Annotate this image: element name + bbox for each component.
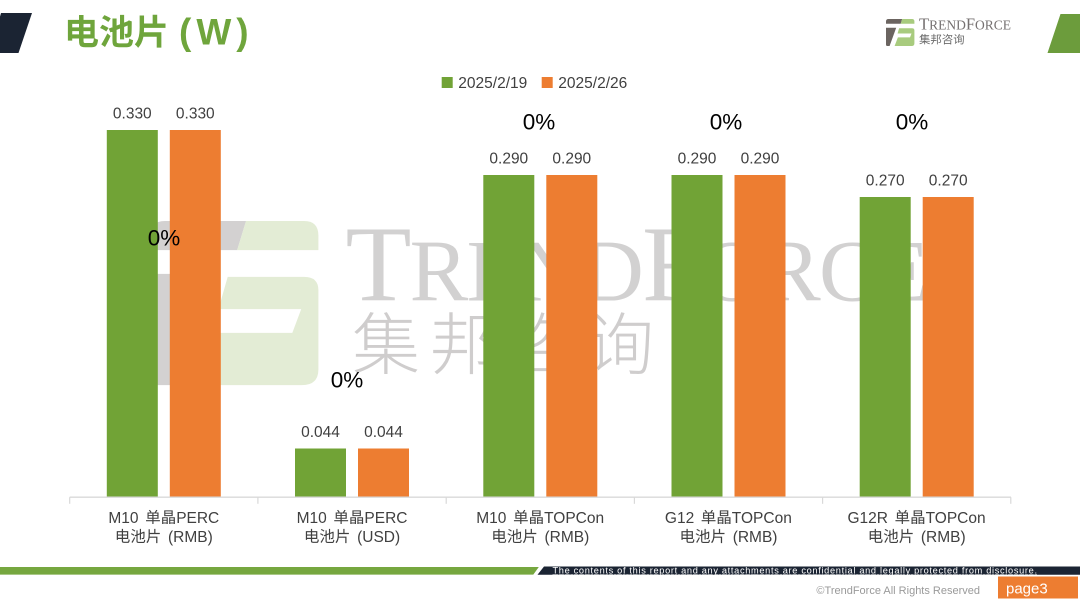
svg-text:(W): (W) <box>179 12 254 53</box>
svg-text:TOPCon: TOPCon <box>926 510 986 527</box>
svg-text:(RMB): (RMB) <box>168 529 213 546</box>
svg-text:0.330: 0.330 <box>176 106 215 123</box>
svg-text:0.290: 0.290 <box>678 151 717 168</box>
svg-text:0%: 0% <box>523 110 556 135</box>
svg-text:page3: page3 <box>1006 581 1048 598</box>
svg-text:0.290: 0.290 <box>741 151 780 168</box>
svg-text:0%: 0% <box>710 110 743 135</box>
svg-text:(RMB): (RMB) <box>733 529 778 546</box>
svg-text:0.270: 0.270 <box>929 173 968 190</box>
svg-text:0.270: 0.270 <box>866 173 905 190</box>
svg-text:PERC: PERC <box>364 510 407 527</box>
svg-text:0.330: 0.330 <box>113 106 152 123</box>
svg-text:2025/2/19: 2025/2/19 <box>458 75 527 92</box>
svg-text:G12R: G12R <box>848 510 889 527</box>
svg-text:©TrendForce All Rights Reserve: ©TrendForce All Rights Reserved <box>816 585 980 597</box>
svg-text:TRENDFORCE: TRENDFORCE <box>919 15 1011 34</box>
svg-text:0.044: 0.044 <box>301 424 340 441</box>
svg-text:0.044: 0.044 <box>364 424 403 441</box>
svg-text:0.290: 0.290 <box>552 151 591 168</box>
svg-text:M10: M10 <box>297 510 328 527</box>
svg-text:0%: 0% <box>148 226 181 251</box>
svg-text:The contents of this report an: The contents of this report and any atta… <box>553 565 1038 575</box>
svg-text:(RMB): (RMB) <box>545 529 590 546</box>
svg-text:(RMB): (RMB) <box>921 529 966 546</box>
svg-text:TOPCon: TOPCon <box>732 510 792 527</box>
svg-text:2025/2/26: 2025/2/26 <box>558 75 627 92</box>
svg-text:0%: 0% <box>331 368 364 393</box>
svg-text:TOPCon: TOPCon <box>544 510 604 527</box>
svg-text:G12: G12 <box>665 510 694 527</box>
svg-text:TRENDFORCE: TRENDFORCE <box>346 206 928 325</box>
svg-text:0%: 0% <box>896 110 929 135</box>
svg-text:M10: M10 <box>108 510 139 527</box>
svg-text:PERC: PERC <box>176 510 219 527</box>
svg-text:0.290: 0.290 <box>489 151 528 168</box>
svg-text:M10: M10 <box>476 510 507 527</box>
svg-text:(USD): (USD) <box>357 529 400 546</box>
